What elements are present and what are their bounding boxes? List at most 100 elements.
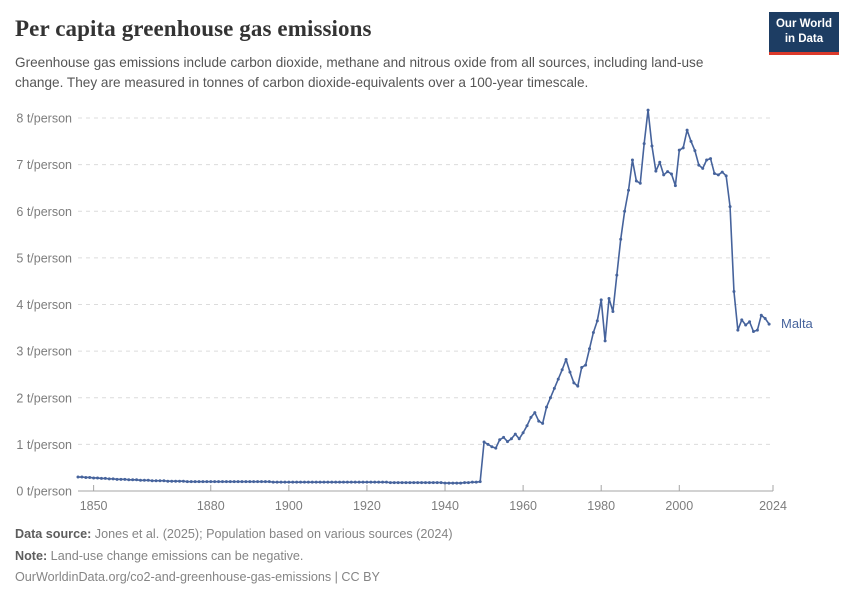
data-point[interactable] [517,437,521,441]
data-point[interactable] [634,179,638,183]
data-point[interactable] [740,318,744,322]
data-point[interactable] [142,478,146,482]
data-point[interactable] [322,480,326,484]
data-point[interactable] [716,173,720,177]
data-point[interactable] [224,480,228,484]
data-point[interactable] [662,173,666,177]
data-point[interactable] [689,139,693,143]
data-point[interactable] [306,480,310,484]
data-point[interactable] [244,480,248,484]
data-point[interactable] [291,480,295,484]
data-point[interactable] [158,479,162,483]
data-point[interactable] [685,128,689,132]
data-point[interactable] [552,386,556,390]
data-point[interactable] [365,480,369,484]
data-point[interactable] [630,158,634,162]
data-point[interactable] [431,481,435,485]
data-point[interactable] [533,411,537,415]
data-point[interactable] [408,481,412,485]
data-point[interactable] [287,480,291,484]
data-point[interactable] [560,368,564,372]
data-point[interactable] [427,481,431,485]
data-point[interactable] [541,421,545,425]
data-point[interactable] [619,237,623,241]
owid-logo[interactable]: Our World in Data [768,12,839,55]
data-point[interactable] [478,480,482,484]
data-point[interactable] [256,480,260,484]
data-point[interactable] [607,296,611,300]
data-point[interactable] [705,158,709,162]
data-point[interactable] [603,339,607,343]
data-point[interactable] [220,480,224,484]
data-point[interactable] [279,480,283,484]
data-point[interactable] [568,370,572,374]
data-point[interactable] [373,480,377,484]
data-point[interactable] [84,475,88,479]
data-point[interactable] [400,481,404,485]
data-point[interactable] [529,415,533,419]
data-point[interactable] [646,108,650,112]
data-point[interactable] [732,289,736,293]
data-point[interactable] [283,480,287,484]
data-point[interactable] [338,480,342,484]
data-point[interactable] [486,442,490,446]
data-point[interactable] [334,480,338,484]
data-point[interactable] [424,481,427,485]
data-point[interactable] [135,478,139,482]
data-point[interactable] [623,209,627,213]
data-point[interactable] [342,480,346,484]
data-point[interactable] [181,479,185,483]
data-point[interactable] [463,481,467,485]
data-point[interactable] [330,480,334,484]
data-point[interactable] [392,481,396,485]
data-point[interactable] [377,480,381,484]
data-point[interactable] [127,478,131,482]
data-point[interactable] [720,170,724,174]
data-point[interactable] [416,481,420,485]
data-point[interactable] [724,174,728,178]
data-point[interactable] [166,479,170,483]
data-point[interactable] [193,480,197,484]
data-point[interactable] [123,477,127,481]
data-point[interactable] [701,166,705,170]
data-point[interactable] [103,476,107,480]
data-point[interactable] [369,480,373,484]
data-point[interactable] [525,424,529,428]
data-point[interactable] [209,480,213,484]
data-point[interactable] [584,363,588,367]
data-point[interactable] [736,328,740,332]
data-point[interactable] [197,480,201,484]
data-point[interactable] [314,480,318,484]
data-point[interactable] [459,481,463,485]
data-point[interactable] [240,480,244,484]
data-point[interactable] [650,144,654,148]
data-point[interactable] [302,480,306,484]
line-chart[interactable]: 0 t/person 1 t/person 2 t/person 3 t/person… [0,103,850,517]
data-point[interactable] [615,273,619,277]
data-point[interactable] [580,365,584,369]
data-point[interactable] [310,480,314,484]
data-point[interactable] [728,205,732,209]
data-point[interactable] [217,480,221,484]
data-point[interactable] [748,320,752,324]
data-point[interactable] [131,478,135,482]
data-point[interactable] [673,184,677,188]
data-point[interactable] [318,480,322,484]
data-point[interactable] [420,481,424,485]
data-point[interactable] [111,477,115,481]
data-point[interactable] [677,148,681,152]
data-point[interactable] [384,480,388,484]
data-point[interactable] [361,480,365,484]
data-point[interactable] [80,475,84,479]
data-point[interactable] [599,298,603,302]
data-point[interactable] [755,328,759,332]
data-point[interactable] [396,481,400,485]
data-point[interactable] [260,480,264,484]
data-point[interactable] [681,146,685,150]
data-point[interactable] [146,478,150,482]
data-point[interactable] [267,480,271,484]
data-point[interactable] [271,480,275,484]
data-point[interactable] [666,170,670,174]
data-point[interactable] [92,476,96,480]
data-point[interactable] [357,480,361,484]
